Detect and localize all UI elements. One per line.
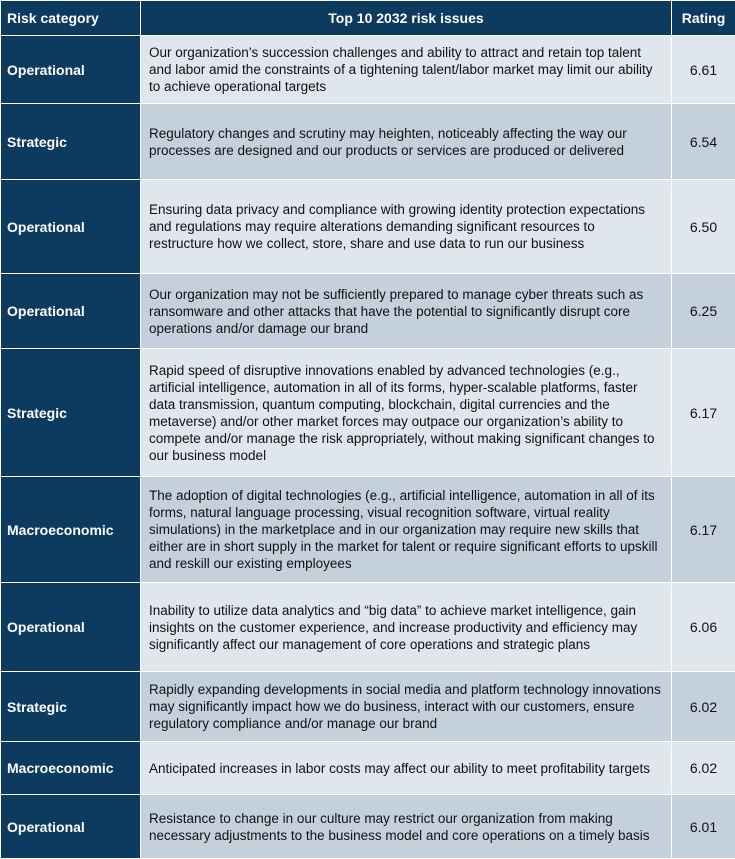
rating-cell: 6.01 (672, 795, 735, 859)
risk-category-cell: Strategic (1, 672, 141, 742)
rating-cell: 6.25 (672, 274, 735, 349)
rating-cell: 6.02 (672, 672, 735, 742)
risk-issue-cell: Resistance to change in our culture may … (141, 795, 672, 859)
rating-cell: 6.50 (672, 180, 735, 274)
header-risk-issues: Top 10 2032 risk issues (141, 1, 672, 36)
risk-issue-cell: Rapid speed of disruptive innovations en… (141, 349, 672, 477)
table-row: Macroeconomic Anticipated increases in l… (1, 742, 735, 795)
rating-cell: 6.61 (672, 36, 735, 104)
risk-category-cell: Operational (1, 795, 141, 859)
rating-cell: 6.02 (672, 742, 735, 795)
table-row: Operational Inability to utilize data an… (1, 583, 735, 672)
table-body: Operational Our organization’s successio… (1, 36, 735, 859)
header-row: Risk category Top 10 2032 risk issues Ra… (1, 1, 735, 36)
header-risk-category: Risk category (1, 1, 141, 36)
table-row: Operational Our organization may not be … (1, 274, 735, 349)
risk-issue-cell: Ensuring data privacy and compliance wit… (141, 180, 672, 274)
rating-cell: 6.17 (672, 349, 735, 477)
table-row: Strategic Regulatory changes and scrutin… (1, 104, 735, 180)
table-header: Risk category Top 10 2032 risk issues Ra… (1, 1, 735, 36)
rating-cell: 6.06 (672, 583, 735, 672)
table-row: Operational Ensuring data privacy and co… (1, 180, 735, 274)
rating-cell: 6.17 (672, 477, 735, 583)
risk-category-cell: Strategic (1, 349, 141, 477)
risk-issue-cell: Our organization may not be sufficiently… (141, 274, 672, 349)
risk-issue-cell: Rapidly expanding developments in social… (141, 672, 672, 742)
table-row: Operational Resistance to change in our … (1, 795, 735, 859)
risk-category-cell: Macroeconomic (1, 477, 141, 583)
risk-category-cell: Operational (1, 180, 141, 274)
risk-issue-cell: Regulatory changes and scrutiny may heig… (141, 104, 672, 180)
table-row: Operational Our organization’s successio… (1, 36, 735, 104)
risk-issue-cell: Anticipated increases in labor costs may… (141, 742, 672, 795)
risk-issue-cell: Inability to utilize data analytics and … (141, 583, 672, 672)
risk-category-cell: Operational (1, 274, 141, 349)
header-rating: Rating (672, 1, 735, 36)
rating-cell: 6.54 (672, 104, 735, 180)
risk-category-cell: Macroeconomic (1, 742, 141, 795)
risk-issue-cell: Our organization’s succession challenges… (141, 36, 672, 104)
table-row: Strategic Rapidly expanding developments… (1, 672, 735, 742)
table-row: Macroeconomic The adoption of digital te… (1, 477, 735, 583)
risk-issue-cell: The adoption of digital technologies (e.… (141, 477, 672, 583)
risk-category-cell: Strategic (1, 104, 141, 180)
risk-category-cell: Operational (1, 36, 141, 104)
table-row: Strategic Rapid speed of disruptive inno… (1, 349, 735, 477)
risk-category-cell: Operational (1, 583, 141, 672)
